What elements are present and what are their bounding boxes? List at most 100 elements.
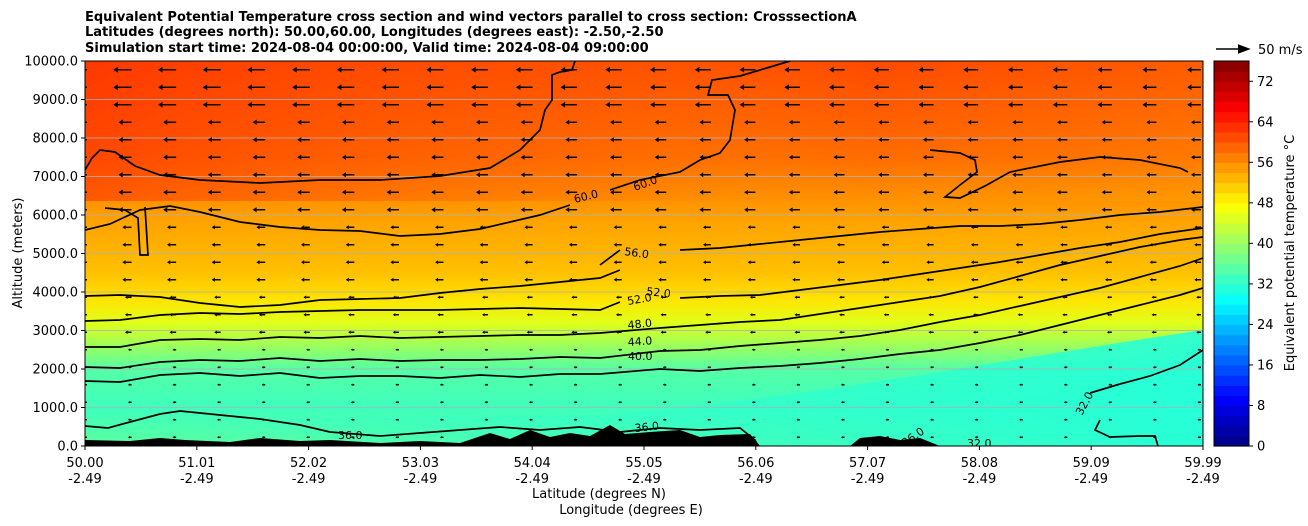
wind-vector bbox=[749, 295, 756, 299]
wind-vector bbox=[392, 330, 399, 334]
wind-vector bbox=[662, 435, 667, 439]
wind-vector bbox=[1104, 260, 1112, 265]
wind-vector bbox=[970, 260, 979, 265]
wind-vector bbox=[261, 348, 266, 352]
wind-vector bbox=[749, 330, 756, 334]
wind-vector bbox=[256, 260, 266, 265]
wind-vector bbox=[840, 435, 845, 439]
wind-vector bbox=[928, 313, 934, 317]
wind-vector bbox=[439, 418, 444, 422]
wind-vector bbox=[1191, 155, 1201, 160]
wind-vector bbox=[350, 348, 355, 352]
colorbar-segment bbox=[1214, 314, 1249, 326]
wind-vector bbox=[301, 277, 310, 282]
wind-vector bbox=[202, 101, 221, 108]
plot-area: 60.0 60.0 56.0 52.0 52.0 48.0 44.0 40.0 … bbox=[85, 61, 1203, 446]
wind-vector bbox=[529, 383, 533, 387]
wind-vector bbox=[833, 172, 845, 178]
wind-vector bbox=[303, 330, 310, 334]
x-tick-label-lon: -2.49 bbox=[180, 472, 214, 487]
wind-vector bbox=[386, 207, 399, 213]
wind-vector bbox=[699, 189, 711, 195]
wind-vector bbox=[794, 313, 800, 317]
wind-vector bbox=[573, 365, 578, 369]
x-tick-label-lat: 50.00 bbox=[66, 456, 103, 471]
wind-vector bbox=[662, 365, 667, 369]
wind-vector bbox=[839, 313, 845, 317]
colorbar-segment bbox=[1214, 425, 1249, 437]
wind-vector bbox=[515, 84, 533, 91]
wind-vector bbox=[883, 295, 890, 299]
wind-vector bbox=[565, 154, 578, 160]
wind-vector bbox=[386, 172, 399, 178]
wind-vector bbox=[1152, 400, 1157, 404]
wind-vector bbox=[252, 119, 266, 125]
wind-vector bbox=[207, 189, 221, 195]
wind-vector bbox=[699, 207, 711, 213]
wind-vector bbox=[350, 383, 355, 387]
wind-vector bbox=[435, 225, 444, 230]
wind-vector bbox=[560, 84, 578, 91]
wind-vector bbox=[247, 66, 266, 73]
wind-vector bbox=[660, 330, 667, 334]
wind-vector bbox=[124, 295, 132, 299]
wind-vector bbox=[124, 313, 132, 317]
wind-vector bbox=[163, 154, 177, 160]
wind-vector bbox=[702, 225, 711, 230]
contour-44 bbox=[85, 257, 1203, 369]
wind-vector bbox=[437, 313, 444, 317]
title-line-1: Equivalent Potential Temperature cross s… bbox=[85, 10, 857, 25]
y-tick-label: 7000.0 bbox=[33, 170, 79, 185]
wind-vector bbox=[529, 418, 533, 422]
wind-vector bbox=[292, 66, 310, 73]
wind-vector bbox=[484, 383, 489, 387]
wind-vector bbox=[306, 400, 310, 404]
wind-vector bbox=[650, 84, 667, 91]
wind-vector bbox=[918, 84, 934, 91]
wind-vector bbox=[395, 418, 399, 422]
wind-vector bbox=[707, 383, 711, 387]
wind-vector bbox=[618, 435, 622, 439]
wind-vector bbox=[122, 277, 132, 282]
wind-vector bbox=[85, 244, 87, 246]
wind-vector bbox=[751, 383, 756, 387]
contour-32 bbox=[1089, 349, 1203, 446]
wind-vector bbox=[1056, 137, 1068, 143]
wind-vector bbox=[1052, 66, 1068, 73]
wind-vector bbox=[476, 172, 489, 178]
wind-vector bbox=[479, 277, 489, 282]
wind-vector bbox=[247, 84, 266, 91]
wind-vector bbox=[426, 84, 444, 91]
wind-vector bbox=[1187, 101, 1201, 108]
wind-vector bbox=[1194, 277, 1201, 282]
x-tick-label-lon: -2.49 bbox=[963, 472, 997, 487]
wind-vector bbox=[1197, 383, 1201, 387]
wind-vector bbox=[833, 207, 845, 213]
wind-vector bbox=[744, 154, 756, 160]
x-tick-label-lon: -2.49 bbox=[739, 472, 773, 487]
wind-vector bbox=[973, 330, 979, 334]
wind-vector bbox=[610, 207, 622, 213]
wind-vector bbox=[792, 260, 800, 265]
wind-vector bbox=[654, 189, 667, 195]
x-axis-label-longitude: Longitude (degrees E) bbox=[559, 503, 703, 518]
wind-vector bbox=[660, 295, 667, 299]
wind-vector bbox=[392, 313, 399, 317]
wind-vector bbox=[970, 277, 979, 282]
wind-vector bbox=[930, 383, 934, 387]
quiver-key-label: 50 m/s bbox=[1258, 43, 1303, 58]
colorbar-tick-label: 0 bbox=[1257, 440, 1265, 455]
wind-vector bbox=[306, 418, 310, 422]
wind-vector bbox=[618, 348, 622, 352]
wind-vector bbox=[1101, 207, 1112, 213]
wind-vector bbox=[1197, 418, 1201, 422]
wind-vector bbox=[605, 84, 622, 91]
wind-vector bbox=[520, 207, 533, 213]
wind-vector bbox=[172, 435, 177, 439]
wind-vector bbox=[118, 137, 132, 143]
wind-vector bbox=[1060, 242, 1068, 247]
wind-vector bbox=[482, 330, 489, 334]
wind-vector bbox=[573, 383, 578, 387]
colorbar-segment bbox=[1214, 233, 1249, 244]
wind-vector bbox=[922, 119, 934, 125]
